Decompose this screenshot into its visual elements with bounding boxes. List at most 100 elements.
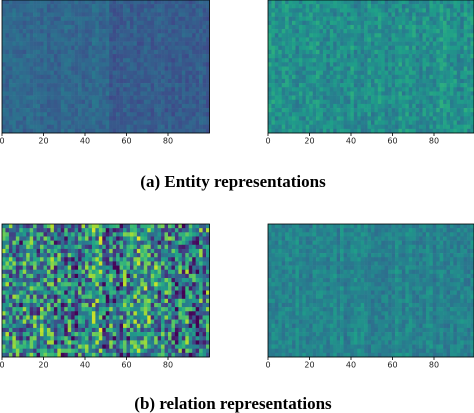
heatmap-cell — [398, 49, 403, 55]
heatmap-cell — [123, 257, 127, 262]
heatmap-cell — [71, 0, 75, 5]
heatmap-cell — [295, 66, 300, 71]
heatmap-cell — [5, 120, 10, 125]
heatmap-cell — [188, 103, 193, 109]
heatmap-cell — [340, 33, 344, 38]
heatmap-cell — [185, 278, 190, 283]
heatmap-cell — [367, 128, 372, 134]
heatmap-cell — [319, 120, 324, 125]
heatmap-cell — [346, 49, 351, 55]
heatmap-cell — [95, 108, 100, 113]
heatmap-cell — [15, 294, 20, 300]
heatmap-cell — [102, 269, 107, 275]
heatmap-cell — [185, 286, 190, 291]
heatmap-cell — [57, 33, 62, 38]
heatmap-cell — [178, 290, 183, 295]
heatmap-cell — [123, 74, 127, 80]
heatmap-cell — [302, 116, 307, 121]
heatmap-cell — [154, 236, 158, 241]
heatmap-cell — [268, 37, 272, 42]
heatmap-cell — [377, 45, 382, 51]
heatmap-cell — [143, 269, 148, 275]
heatmap-cell — [268, 33, 272, 38]
heatmap-cell — [309, 112, 313, 117]
heatmap-cell — [319, 37, 324, 42]
heatmap-cell — [401, 37, 406, 42]
heatmap-cell — [60, 108, 65, 113]
heatmap-cell — [281, 41, 286, 47]
heatmap-cell — [199, 49, 203, 55]
heatmap-cell — [288, 99, 293, 105]
heatmap-cell — [150, 298, 155, 304]
heatmap-cell — [161, 112, 165, 117]
heatmap-cell — [8, 12, 13, 17]
heatmap-cell — [40, 4, 44, 9]
heatmap-cell — [415, 16, 420, 22]
heatmap-cell — [309, 4, 313, 9]
heatmap-cell — [74, 0, 79, 5]
heatmap-cell — [192, 273, 196, 279]
heatmap-cell — [105, 294, 110, 300]
heatmap-cell — [74, 87, 79, 92]
heatmap-cell — [116, 70, 120, 76]
heatmap-cell — [422, 108, 427, 113]
heatmap-cell — [401, 4, 406, 9]
heatmap-cell — [302, 12, 307, 17]
heatmap-cell — [123, 8, 127, 13]
heatmap-cell — [343, 120, 348, 125]
heatmap-cell — [112, 12, 117, 17]
heatmap-cell — [449, 128, 454, 134]
heatmap-cell — [188, 253, 193, 258]
heatmap-cell — [119, 257, 124, 262]
heatmap-cell — [67, 298, 72, 304]
heatmap-cell — [460, 78, 464, 84]
heatmap-cell — [181, 116, 186, 121]
heatmap-cell — [309, 116, 313, 121]
heatmap-cell — [206, 87, 210, 92]
heatmap-cell — [206, 228, 210, 233]
heatmap-cell — [422, 74, 427, 80]
heatmap-cell — [401, 54, 406, 59]
heatmap-cell — [74, 290, 79, 295]
heatmap-cell — [36, 74, 41, 80]
heatmap-cell — [74, 124, 79, 130]
heatmap-cell — [192, 108, 196, 113]
heatmap-cell — [408, 87, 413, 92]
heatmap-cell — [36, 103, 41, 109]
heatmap-cell — [302, 70, 307, 76]
heatmap-cell — [116, 0, 120, 5]
heatmap-cell — [408, 49, 413, 55]
heatmap-cell — [85, 120, 89, 125]
heatmap-cell — [98, 16, 103, 22]
heatmap-cell — [268, 62, 272, 67]
heatmap-cell — [278, 29, 283, 34]
heatmap-cell — [126, 41, 131, 47]
heatmap-cell — [288, 37, 293, 42]
heatmap-cell — [398, 116, 403, 121]
heatmap-cell — [412, 41, 416, 47]
heatmap-cell — [2, 265, 6, 271]
heatmap-cell — [102, 74, 107, 80]
heatmap-cell — [85, 253, 89, 258]
heatmap-cell — [105, 41, 110, 47]
heatmap-cell — [123, 103, 127, 109]
heatmap-cell — [78, 261, 82, 266]
heatmap-cell — [60, 70, 65, 76]
heatmap-cell — [401, 112, 406, 117]
heatmap-cell — [147, 24, 152, 30]
heatmap-cell — [46, 83, 51, 88]
heatmap-cell — [119, 236, 124, 241]
heatmap-cell — [425, 120, 430, 125]
heatmap-cell — [305, 45, 310, 51]
heatmap-cell — [64, 265, 69, 271]
heatmap-cell — [105, 103, 110, 109]
heatmap-cell — [171, 37, 176, 42]
heatmap-cell — [157, 128, 162, 134]
heatmap-cell — [19, 66, 24, 71]
heatmap-cell — [129, 124, 134, 130]
heatmap-cell — [36, 265, 41, 271]
heatmap-cell — [98, 261, 103, 266]
heatmap-cell — [74, 54, 79, 59]
heatmap-cell — [422, 95, 427, 101]
heatmap-cell — [15, 95, 20, 101]
